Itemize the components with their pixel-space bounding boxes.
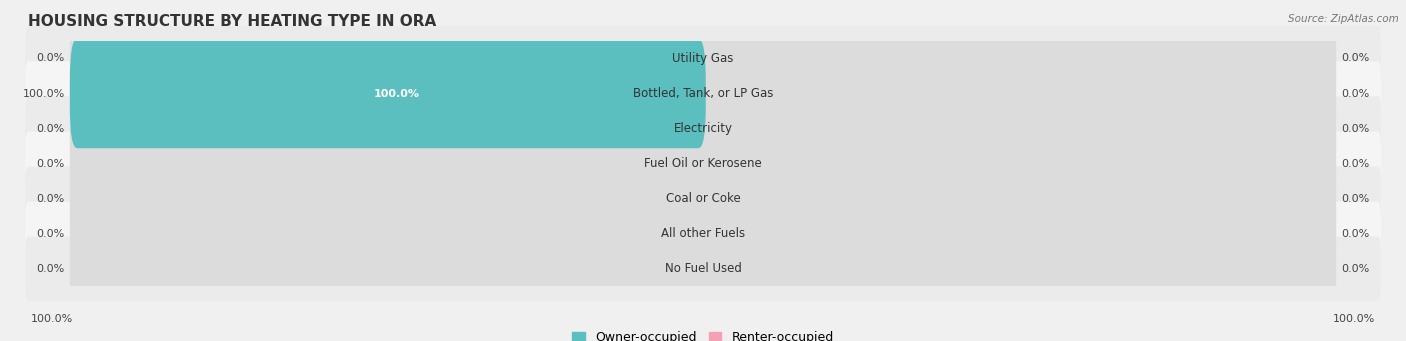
Text: HOUSING STRUCTURE BY HEATING TYPE IN ORA: HOUSING STRUCTURE BY HEATING TYPE IN ORA <box>28 14 436 29</box>
FancyBboxPatch shape <box>25 97 1381 161</box>
FancyBboxPatch shape <box>70 214 706 324</box>
FancyBboxPatch shape <box>25 131 1381 196</box>
Text: 0.0%: 0.0% <box>37 159 65 169</box>
FancyBboxPatch shape <box>25 26 1381 91</box>
Text: Source: ZipAtlas.com: Source: ZipAtlas.com <box>1288 14 1399 24</box>
Text: Utility Gas: Utility Gas <box>672 52 734 65</box>
Text: Coal or Coke: Coal or Coke <box>665 192 741 205</box>
FancyBboxPatch shape <box>70 179 706 288</box>
FancyBboxPatch shape <box>700 74 1336 183</box>
FancyBboxPatch shape <box>70 4 706 113</box>
FancyBboxPatch shape <box>700 4 1336 113</box>
FancyBboxPatch shape <box>700 214 1336 324</box>
Text: Bottled, Tank, or LP Gas: Bottled, Tank, or LP Gas <box>633 87 773 100</box>
FancyBboxPatch shape <box>25 61 1381 126</box>
FancyBboxPatch shape <box>70 74 706 183</box>
Text: No Fuel Used: No Fuel Used <box>665 263 741 276</box>
Text: Fuel Oil or Kerosene: Fuel Oil or Kerosene <box>644 157 762 170</box>
FancyBboxPatch shape <box>70 144 706 253</box>
Text: 0.0%: 0.0% <box>37 123 65 134</box>
FancyBboxPatch shape <box>70 39 706 148</box>
Text: 0.0%: 0.0% <box>1341 264 1369 274</box>
FancyBboxPatch shape <box>25 237 1381 301</box>
FancyBboxPatch shape <box>25 166 1381 231</box>
FancyBboxPatch shape <box>700 144 1336 253</box>
Text: 0.0%: 0.0% <box>37 54 65 63</box>
Text: 100.0%: 100.0% <box>31 314 73 324</box>
Text: 0.0%: 0.0% <box>37 194 65 204</box>
Text: 0.0%: 0.0% <box>37 229 65 239</box>
Text: 0.0%: 0.0% <box>1341 194 1369 204</box>
FancyBboxPatch shape <box>70 109 706 218</box>
FancyBboxPatch shape <box>700 109 1336 218</box>
Text: 100.0%: 100.0% <box>1333 314 1375 324</box>
Text: 0.0%: 0.0% <box>37 264 65 274</box>
Text: 100.0%: 100.0% <box>22 89 65 99</box>
FancyBboxPatch shape <box>700 39 1336 148</box>
Legend: Owner-occupied, Renter-occupied: Owner-occupied, Renter-occupied <box>568 326 838 341</box>
FancyBboxPatch shape <box>70 39 706 148</box>
Text: 0.0%: 0.0% <box>1341 123 1369 134</box>
Text: 0.0%: 0.0% <box>1341 89 1369 99</box>
Text: 100.0%: 100.0% <box>373 89 419 99</box>
Text: 0.0%: 0.0% <box>1341 54 1369 63</box>
Text: Electricity: Electricity <box>673 122 733 135</box>
FancyBboxPatch shape <box>700 179 1336 288</box>
Text: 0.0%: 0.0% <box>1341 229 1369 239</box>
FancyBboxPatch shape <box>25 202 1381 266</box>
Text: 0.0%: 0.0% <box>1341 159 1369 169</box>
Text: All other Fuels: All other Fuels <box>661 227 745 240</box>
